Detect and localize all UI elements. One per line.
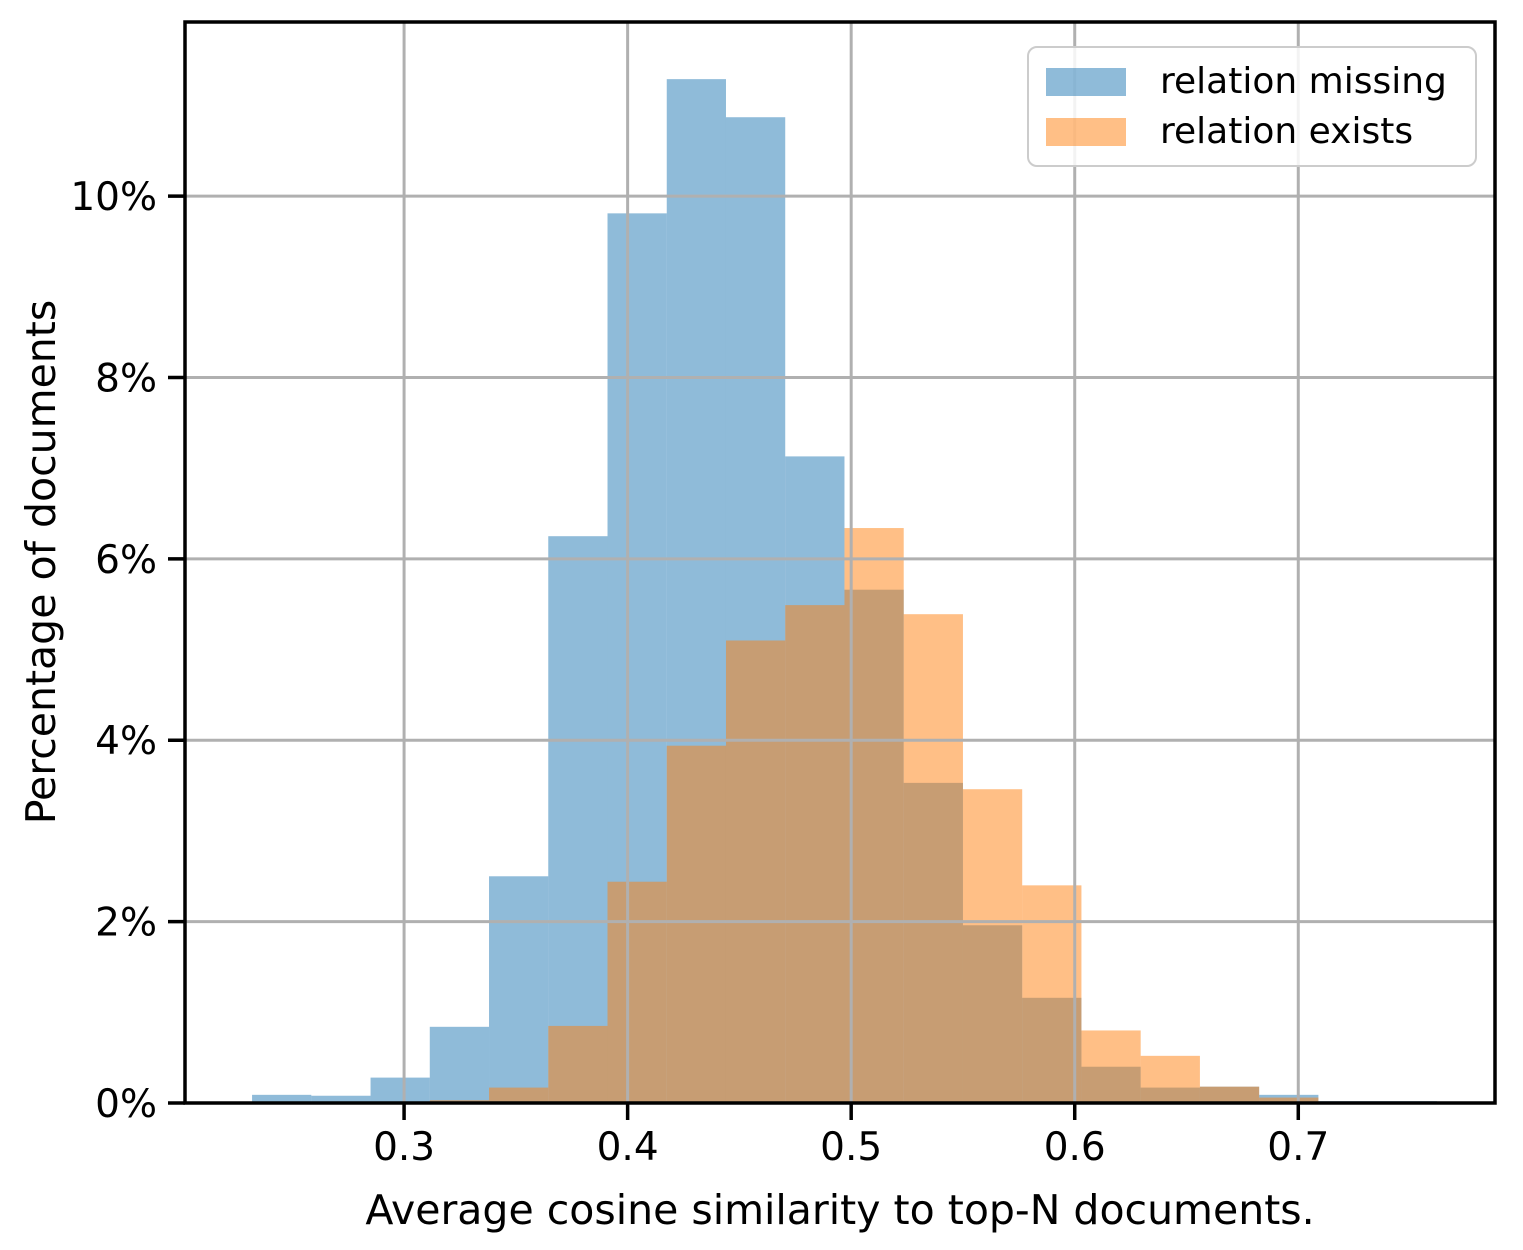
bar-relation-exists-5 [548, 1025, 608, 1103]
bar-relation-exists-11 [903, 614, 963, 1103]
y-tick-label-6: 6% [95, 538, 157, 583]
x-tick-label-0.6: 0.6 [1044, 1125, 1106, 1170]
legend-swatch-relation-missing [1046, 67, 1126, 96]
y-tick-label-0: 0% [95, 1082, 157, 1127]
bar-relation-exists-8 [725, 640, 786, 1103]
y-tick-label-8: 8% [95, 356, 157, 401]
legend-entry-relation-missing: relation missing [1046, 60, 1475, 102]
bar-relation-exists-12 [962, 789, 1023, 1103]
legend-swatch-relation-exists [1046, 117, 1126, 146]
bar-relation-exists-9 [785, 605, 845, 1103]
legend-entry-relation-exists: relation exists [1046, 110, 1475, 152]
bar-relation-exists-16 [1199, 1086, 1260, 1103]
bar-relation-exists-10 [844, 528, 904, 1103]
x-tick-label-0.7: 0.7 [1267, 1125, 1329, 1170]
bar-relation-exists-4 [489, 1087, 549, 1103]
y-tick-label-2: 2% [95, 901, 157, 946]
bar-relation-missing-1 [311, 1095, 371, 1103]
bar-relation-exists-13 [1022, 885, 1082, 1103]
y-tick-label-4: 4% [95, 719, 157, 764]
y-axis-label: Percentage of documents [17, 300, 65, 824]
bar-relation-missing-2 [370, 1077, 430, 1103]
bar-relation-missing-5 [548, 536, 608, 1103]
x-tick-label-0.4: 0.4 [597, 1125, 659, 1170]
x-tick-label-0.5: 0.5 [820, 1125, 882, 1170]
legend-label-relation-exists: relation exists [1160, 110, 1414, 152]
bar-relation-missing-0 [252, 1094, 312, 1103]
bar-relation-exists-17 [1259, 1097, 1319, 1103]
bar-relation-exists-15 [1140, 1055, 1200, 1103]
bar-relation-exists-14 [1081, 1030, 1141, 1103]
y-tick-label-10: 10% [70, 175, 157, 220]
plot-border [183, 20, 1497, 1105]
x-tick-label-0.3: 0.3 [373, 1125, 435, 1170]
bar-relation-exists-7 [666, 745, 726, 1103]
legend-label-relation-missing: relation missing [1160, 60, 1447, 102]
bar-relation-missing-3 [429, 1026, 490, 1103]
bar-relation-missing-4 [489, 876, 549, 1103]
legend: relation missing relation exists [1027, 46, 1477, 167]
bar-relation-exists-6 [607, 881, 667, 1103]
x-axis-label: Average cosine similarity to top-N docum… [365, 1186, 1314, 1234]
